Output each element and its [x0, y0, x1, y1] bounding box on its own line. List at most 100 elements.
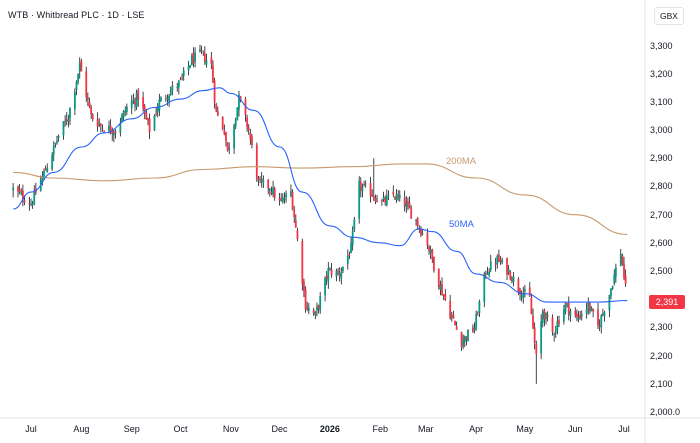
candle-body — [155, 113, 157, 115]
price-tick-label: 3,300 — [650, 40, 673, 51]
candle-body — [143, 106, 146, 114]
candle-body — [96, 118, 99, 127]
candle-body — [51, 155, 54, 170]
candle-body — [260, 178, 263, 181]
candle-body — [205, 60, 208, 65]
candle-body — [439, 284, 442, 290]
candle-body — [520, 296, 523, 298]
candle-body — [329, 268, 331, 270]
candle-body — [475, 314, 478, 329]
candle-body — [385, 195, 388, 205]
candle-body — [314, 312, 317, 316]
candle-body — [85, 71, 88, 98]
candle-body — [43, 171, 45, 178]
candle-body — [420, 229, 422, 236]
candle-body — [78, 62, 81, 72]
time-tick-label: Sep — [123, 424, 140, 434]
candle-body — [249, 132, 252, 139]
candle-body — [588, 302, 591, 312]
candle-body — [369, 183, 372, 197]
candle-body — [316, 307, 318, 311]
candle-body — [556, 321, 559, 330]
candle-body — [452, 314, 455, 319]
candle-body — [608, 294, 611, 311]
candle-body — [575, 313, 578, 318]
candle-body — [558, 320, 560, 324]
candle-body — [21, 190, 24, 201]
candle-body — [73, 91, 76, 110]
candle-body — [158, 99, 161, 111]
candle-body — [30, 204, 32, 206]
candle-body — [510, 279, 513, 282]
candle-body — [223, 130, 226, 135]
candle-body — [444, 294, 447, 300]
price-tick-label: 2,500 — [650, 266, 673, 277]
candle-body — [483, 273, 486, 302]
candle-body — [476, 314, 479, 316]
candle-body — [293, 209, 296, 218]
candle-body — [579, 314, 582, 319]
candle-body — [512, 276, 515, 283]
candle-body — [465, 337, 468, 340]
time-tick-label: Apr — [469, 424, 484, 434]
candle-body — [215, 103, 218, 112]
candle-body — [499, 260, 502, 262]
candle-body — [403, 197, 406, 207]
candle-body — [545, 312, 547, 319]
candle-body — [374, 197, 377, 202]
candle-body — [23, 200, 26, 203]
candle-body — [80, 60, 83, 72]
candle-body — [153, 115, 156, 131]
candle-body — [330, 269, 333, 276]
candle-body — [437, 268, 440, 288]
candle-body — [598, 325, 601, 327]
candle-body — [18, 189, 21, 193]
currency-selector[interactable]: GBX — [654, 7, 684, 25]
candle-body — [342, 266, 344, 271]
candle-body — [509, 271, 512, 280]
symbol-header[interactable]: WTB · Whitbread PLC · 1D · LSE — [8, 10, 145, 20]
candle-body — [226, 142, 229, 151]
candle-body — [398, 194, 401, 199]
candle-body — [142, 97, 145, 109]
candle-body — [523, 289, 526, 292]
candle-body — [164, 98, 167, 99]
candle-body — [278, 198, 281, 201]
time-tick-label: Jul — [25, 424, 37, 434]
candle-body — [507, 269, 510, 273]
candle-body — [290, 191, 292, 197]
candle-body — [346, 255, 349, 264]
price-tick-label: 2,600 — [650, 237, 673, 248]
candle-body — [52, 144, 55, 156]
candle-body — [216, 111, 219, 116]
candle-body — [247, 127, 250, 131]
candle-body — [410, 208, 413, 219]
candle-body — [187, 65, 190, 71]
candle-body — [177, 80, 180, 88]
candle-body — [64, 120, 67, 122]
candle-body — [17, 186, 19, 192]
price-tick-label: 2,000.0 — [650, 407, 681, 417]
candle-body — [312, 310, 315, 314]
candle-body — [285, 193, 287, 198]
candle-body — [467, 329, 469, 342]
candle-body — [236, 107, 239, 121]
candle-body — [603, 312, 606, 316]
candle-body — [69, 107, 71, 119]
candle-body — [125, 106, 128, 113]
candle-body — [405, 202, 408, 207]
candle-body — [363, 184, 365, 186]
candle-body — [428, 246, 430, 251]
candle-body — [337, 271, 339, 273]
candle-body — [91, 114, 94, 120]
candle-body — [119, 122, 122, 133]
candle-body — [535, 343, 538, 355]
candle-body — [325, 275, 328, 280]
ma50-line — [12, 87, 628, 303]
candle-body — [397, 195, 400, 197]
candle-body — [259, 178, 261, 181]
candle-body — [267, 179, 270, 189]
price-tick-label: 2,100 — [650, 378, 673, 389]
